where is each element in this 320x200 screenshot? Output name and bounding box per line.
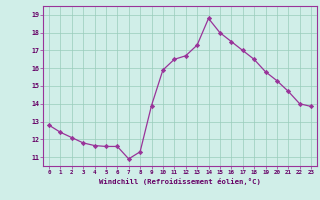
X-axis label: Windchill (Refroidissement éolien,°C): Windchill (Refroidissement éolien,°C) — [99, 178, 261, 185]
